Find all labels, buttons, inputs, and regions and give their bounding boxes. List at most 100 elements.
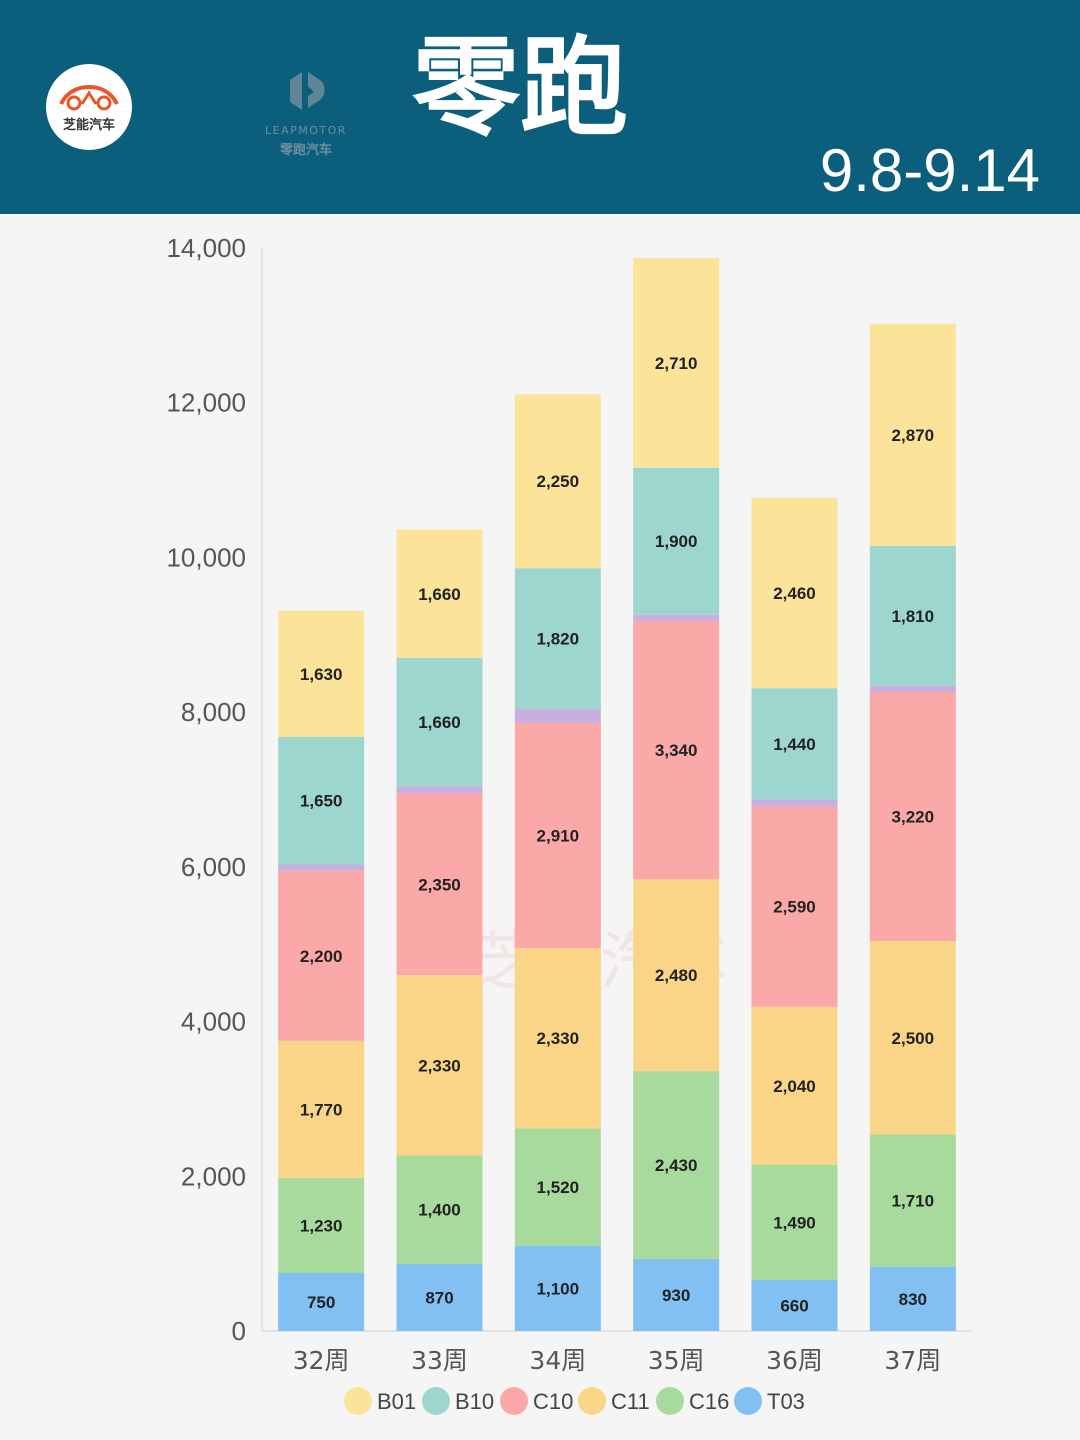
- bar-segment-c10: [869, 692, 956, 942]
- bar-segment-b10: [751, 688, 838, 800]
- y-tick-label: 6,000: [181, 852, 246, 882]
- data-label: 2,040: [773, 1077, 816, 1096]
- legend-swatch: [422, 1387, 450, 1415]
- bar-segment-c10: [396, 793, 483, 976]
- bar-segment-other: [633, 614, 720, 621]
- bar-segment-b10: [869, 545, 956, 686]
- data-label: 2,590: [773, 898, 816, 917]
- data-label: 2,430: [655, 1156, 698, 1175]
- data-label: 3,220: [892, 808, 935, 827]
- bar-segment-b01: [633, 258, 720, 468]
- x-tick-label: 33周: [411, 1346, 468, 1375]
- legend: B01 B10 C10 C11 C16 T03: [344, 1387, 805, 1415]
- data-label: 1,710: [892, 1192, 935, 1211]
- brand-cn: 零跑汽车: [279, 143, 332, 158]
- data-label: 1,660: [418, 585, 461, 604]
- data-label: 1,820: [537, 630, 580, 649]
- bars-group: 750 1,230 1,770 2,200 1,650 1,630 870 1,400 2,33…: [278, 258, 956, 1331]
- data-label: 830: [899, 1290, 927, 1309]
- x-tick-label: 32周: [293, 1346, 350, 1375]
- data-label: 1,490: [773, 1213, 816, 1232]
- bar-segment-b10: [396, 657, 483, 787]
- bar-segment-b01: [869, 323, 956, 546]
- data-label: 2,330: [537, 1029, 580, 1048]
- legend-label: C10: [533, 1389, 573, 1414]
- data-label: 1,440: [773, 735, 816, 754]
- bar-segment-b10: [633, 467, 720, 615]
- data-label: 1,520: [537, 1178, 580, 1197]
- bar-segment-c10: [278, 870, 365, 1041]
- data-label: 1,660: [418, 713, 461, 732]
- zhineng-logo: 芝能汽车: [46, 64, 132, 150]
- data-label: 2,500: [892, 1029, 935, 1048]
- bar-segment-b01: [278, 610, 365, 737]
- bar-segment-c16: [278, 1177, 365, 1273]
- data-label: 1,770: [300, 1100, 343, 1119]
- bar-segment-c16: [396, 1155, 483, 1264]
- legend-swatch: [344, 1387, 372, 1415]
- y-tick-label: 14,000: [166, 233, 246, 263]
- legend-label: T03: [767, 1389, 805, 1414]
- bar-segment-t03: [751, 1279, 838, 1331]
- bar-segment-c16: [751, 1164, 838, 1280]
- bar-segment-b01: [751, 497, 838, 689]
- bar-segment-b01: [514, 394, 601, 569]
- logo-text: 芝能汽车: [62, 118, 115, 133]
- bar-segment-t03: [396, 1263, 483, 1331]
- x-tick-label: 35周: [648, 1346, 705, 1375]
- bar-segment-other: [278, 864, 365, 871]
- data-label: 2,460: [773, 584, 816, 603]
- y-tick-label: 12,000: [166, 388, 246, 418]
- brand-en: LEAPMOTOR: [265, 124, 347, 137]
- data-label: 870: [425, 1288, 453, 1307]
- bar-segment-t03: [869, 1266, 956, 1331]
- data-label: 2,250: [537, 472, 580, 491]
- legend-label: C16: [689, 1389, 729, 1414]
- data-label: 2,330: [418, 1056, 461, 1075]
- page-title: 零跑: [412, 26, 629, 151]
- data-label: 1,650: [300, 792, 343, 811]
- data-label: 930: [662, 1286, 690, 1305]
- bar-segment-c16: [869, 1134, 956, 1267]
- y-tick-label: 8,000: [181, 697, 246, 727]
- bar-segment-c11: [869, 941, 956, 1135]
- data-label: 2,480: [655, 966, 698, 985]
- y-tick-label: 10,000: [166, 542, 246, 572]
- bar-segment-c11: [278, 1040, 365, 1178]
- bar-segment-c16: [633, 1071, 720, 1260]
- data-label: 1,230: [300, 1216, 343, 1235]
- axes: 0 2,000 4,000 6,000 8,000 10,000 12,000 14,000: [166, 233, 972, 1346]
- data-label: 2,350: [418, 875, 461, 894]
- bar-segment-c11: [396, 975, 483, 1156]
- header-banner: 芝能汽车 LEAPMOTOR 零跑汽车 零跑 9.8-9.14: [0, 0, 1080, 214]
- leapmotor-logo-icon: [290, 72, 325, 110]
- data-label: 2,710: [655, 354, 698, 373]
- y-tick-label: 2,000: [181, 1161, 246, 1191]
- bar-segment-other: [396, 786, 483, 794]
- bar-segment-c16: [514, 1128, 601, 1246]
- data-label: 2,200: [300, 947, 343, 966]
- x-tick-label: 37周: [884, 1346, 941, 1375]
- legend-swatch: [500, 1387, 528, 1415]
- bar-segment-c10: [633, 620, 720, 880]
- bar-segment-other: [514, 709, 601, 723]
- bar-segment-b10: [514, 568, 601, 710]
- x-axis-labels: 32周 33周 34周 35周 36周 37周: [293, 1346, 941, 1375]
- legend-label: B10: [455, 1389, 494, 1414]
- bar-segment-t03: [278, 1272, 365, 1331]
- bar-segment-c10: [751, 806, 838, 1007]
- bar-segment-c11: [633, 879, 720, 1072]
- car-logo-icon: [59, 84, 119, 111]
- data-label: 1,100: [537, 1279, 580, 1298]
- data-label: 2,870: [892, 426, 935, 445]
- date-range: 9.8-9.14: [819, 137, 1040, 204]
- legend-swatch: [734, 1387, 762, 1415]
- data-label: 2,910: [537, 827, 580, 846]
- legend-swatch: [656, 1387, 684, 1415]
- data-label: 1,630: [300, 665, 343, 684]
- bar-segment-c11: [751, 1006, 838, 1165]
- legend-label: B01: [377, 1389, 416, 1414]
- bar-segment-c10: [514, 722, 601, 949]
- stacked-bar-chart: 芝能汽车 02,0004,0006,0008,00010,00012,00014…: [166, 233, 972, 1415]
- data-label: 1,400: [418, 1201, 461, 1220]
